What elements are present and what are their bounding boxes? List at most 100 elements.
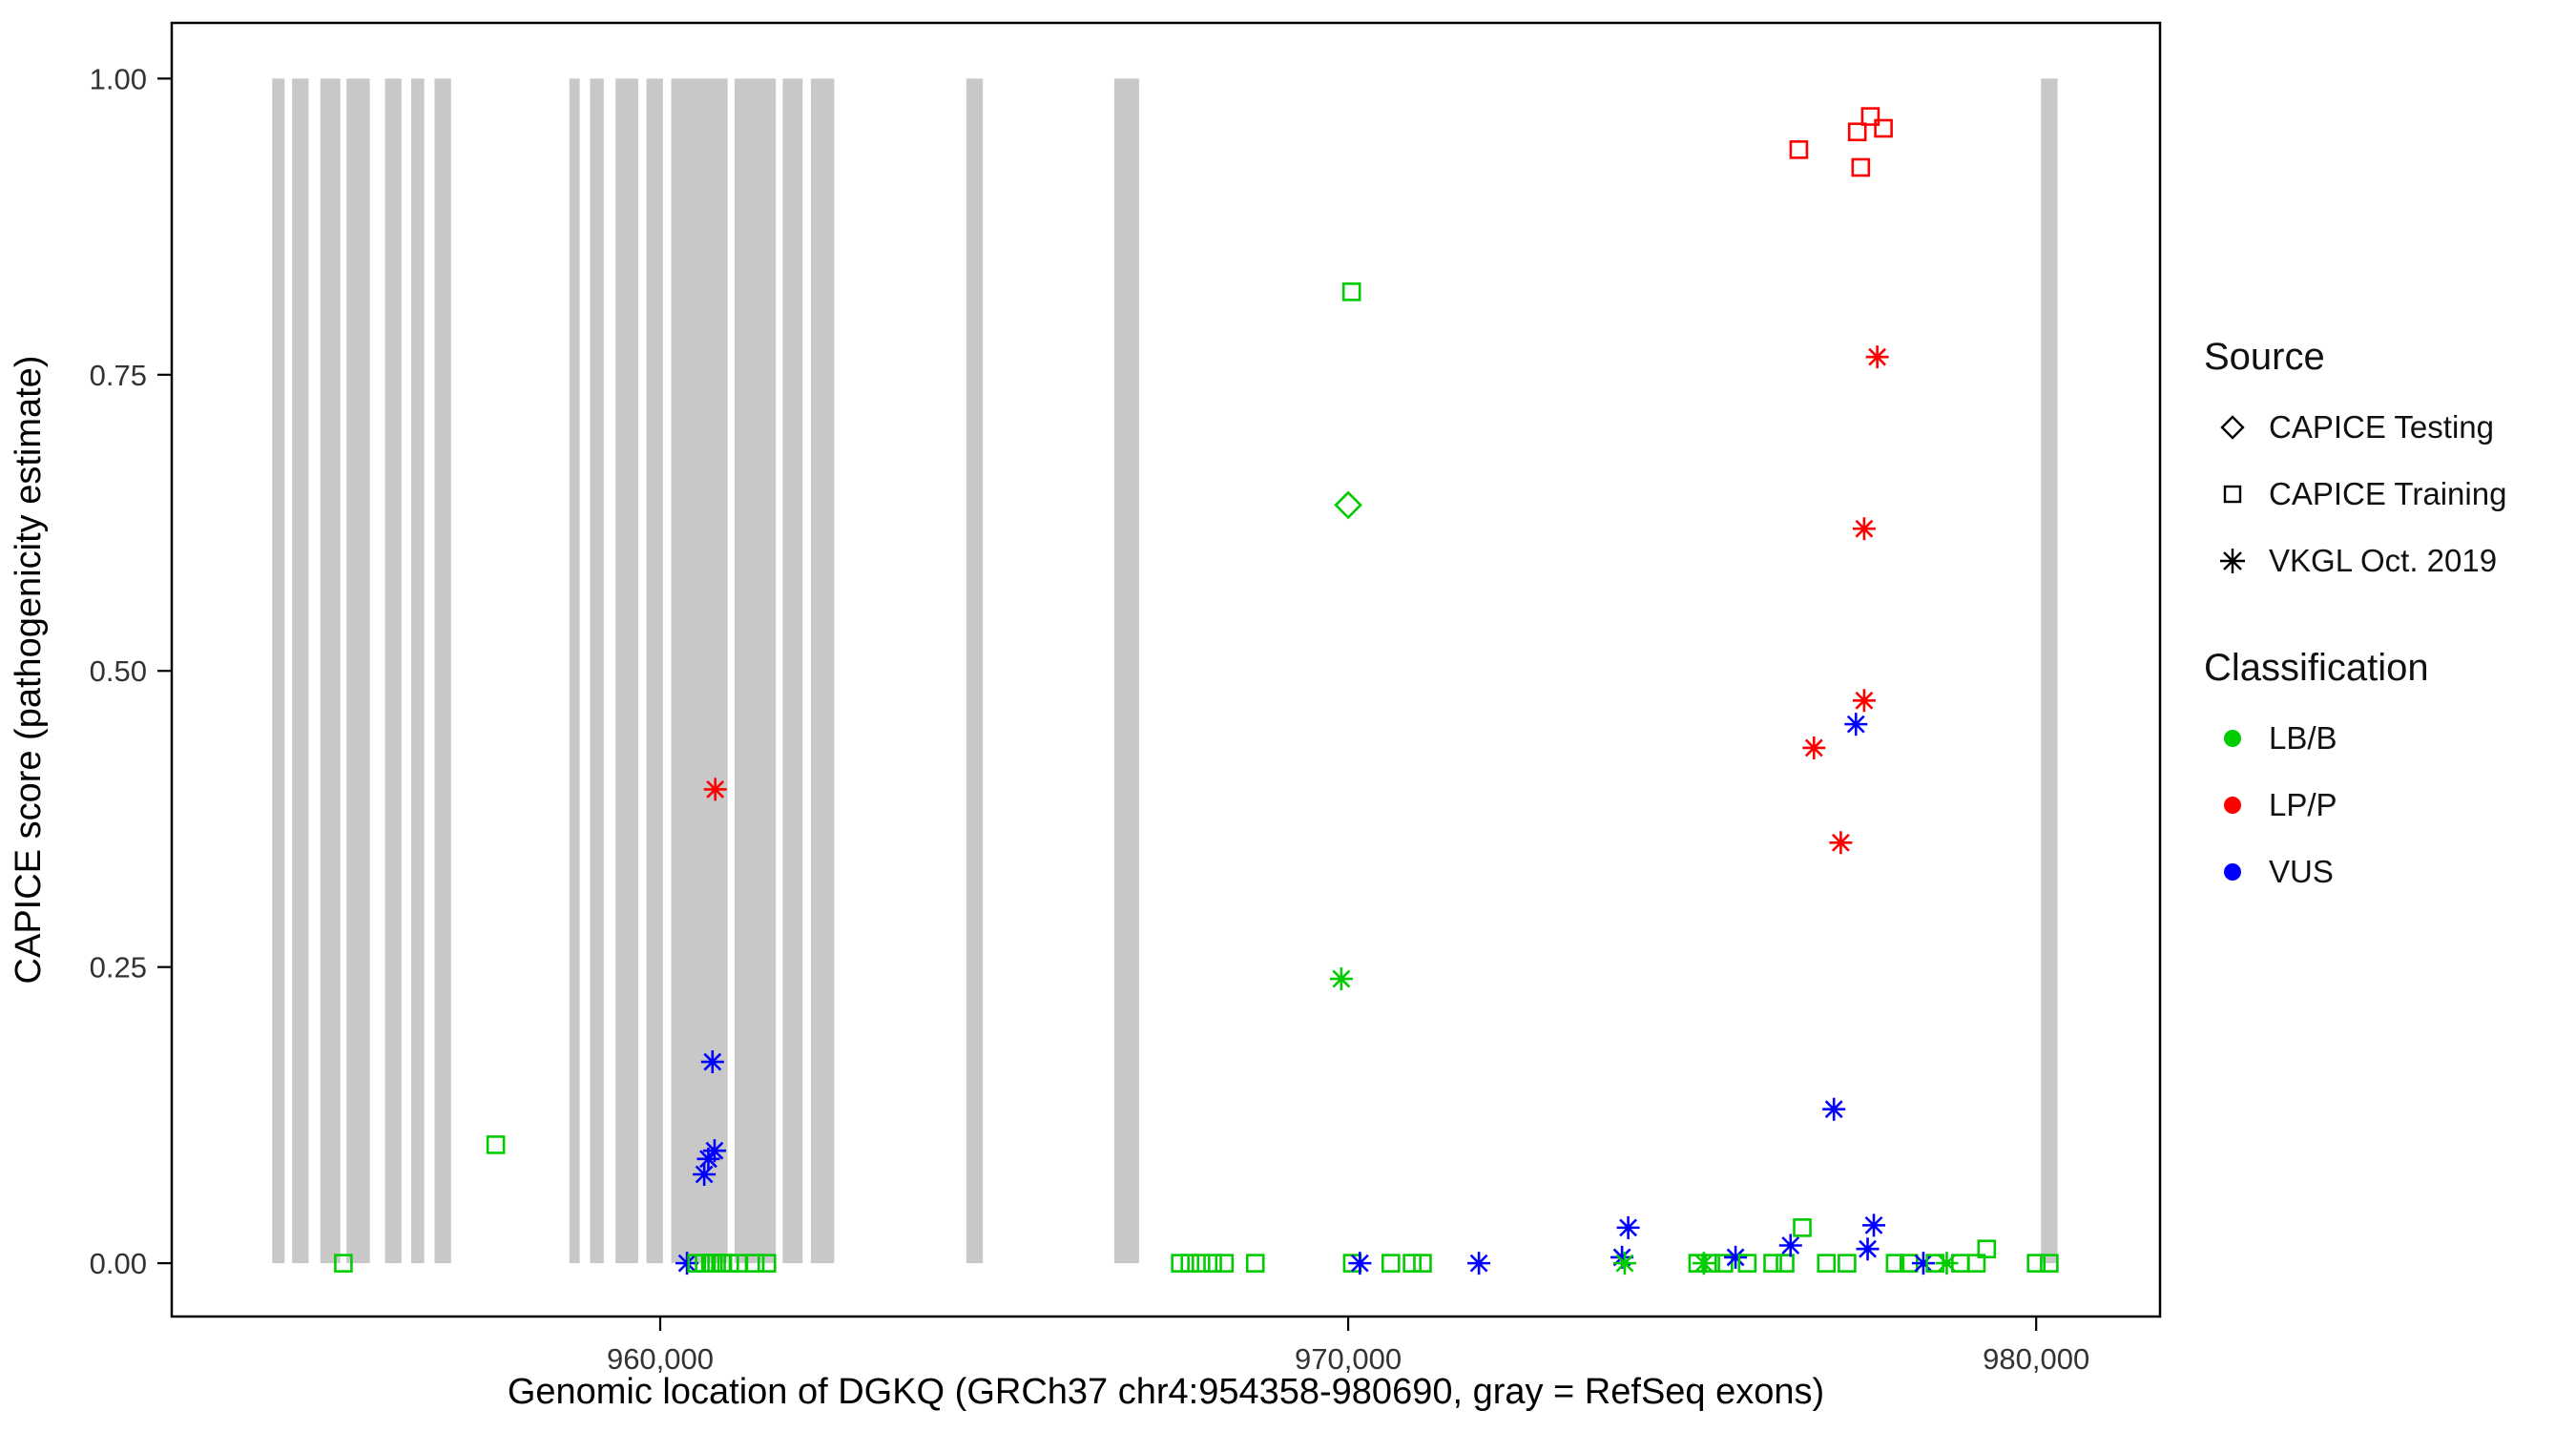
exon-bar bbox=[810, 78, 835, 1264]
exon-bar bbox=[671, 78, 728, 1264]
legend-classification-title: Classification bbox=[2204, 647, 2429, 689]
point-square bbox=[1793, 1218, 1812, 1237]
exon-bar bbox=[272, 78, 285, 1264]
point-square bbox=[334, 1254, 353, 1273]
point-square bbox=[1874, 118, 1893, 138]
point-asterisk bbox=[1778, 1234, 1802, 1257]
point-asterisk bbox=[1844, 713, 1868, 736]
exon-bar bbox=[615, 78, 638, 1264]
x-tick-label: 970,000 bbox=[1295, 1342, 1402, 1376]
legend-group-classification: Classification LB/B LP/P VUS bbox=[2204, 647, 2506, 905]
exon-bar bbox=[1113, 78, 1139, 1264]
point-asterisk bbox=[703, 778, 727, 801]
point-asterisk bbox=[1467, 1252, 1491, 1275]
lpp-color-dot bbox=[2224, 797, 2241, 814]
exon-bar bbox=[782, 78, 803, 1264]
square-icon bbox=[2223, 485, 2242, 504]
point-square bbox=[1203, 1254, 1222, 1273]
point-square bbox=[1215, 1254, 1235, 1273]
point-square bbox=[2026, 1254, 2046, 1273]
point-asterisk bbox=[675, 1252, 699, 1275]
vus-color-dot bbox=[2224, 863, 2241, 881]
legend: Source CAPICE Testing CAPICE Training VK… bbox=[2204, 336, 2506, 905]
point-asterisk bbox=[1865, 345, 1889, 369]
point-square bbox=[1714, 1254, 1734, 1273]
legend-group-source: Source CAPICE Testing CAPICE Training VK… bbox=[2204, 336, 2506, 594]
point-asterisk bbox=[693, 1162, 717, 1186]
point-square bbox=[757, 1254, 777, 1273]
y-tick-label: 0.25 bbox=[90, 951, 147, 985]
legend-item-capice-training: CAPICE Training bbox=[2204, 461, 2506, 528]
legend-item-label: LP/P bbox=[2269, 787, 2337, 822]
point-square bbox=[1838, 1254, 1857, 1273]
point-asterisk bbox=[1911, 1252, 1935, 1275]
point-square bbox=[1171, 1254, 1190, 1273]
point-asterisk bbox=[1802, 736, 1826, 759]
point-square bbox=[1245, 1254, 1265, 1273]
exon-bar bbox=[966, 78, 984, 1264]
point-square bbox=[1885, 1254, 1905, 1273]
exon-bar bbox=[2041, 78, 2058, 1264]
x-axis-title: Genomic location of DGKQ (GRCh37 chr4:95… bbox=[507, 1372, 1825, 1412]
point-square bbox=[1966, 1254, 1986, 1273]
y-tick-label: 0.00 bbox=[90, 1247, 147, 1280]
point-square bbox=[1701, 1254, 1720, 1273]
point-square bbox=[1737, 1254, 1757, 1273]
lbb-color-dot bbox=[2224, 730, 2241, 747]
exon-bar bbox=[292, 78, 309, 1264]
asterisk-icon bbox=[2220, 549, 2245, 573]
point-square bbox=[1341, 282, 1361, 301]
exon-bar bbox=[346, 78, 370, 1264]
point-asterisk bbox=[1935, 1252, 1959, 1275]
y-tick-label: 0.50 bbox=[90, 654, 147, 688]
legend-item-label: CAPICE Training bbox=[2269, 476, 2507, 511]
point-square bbox=[2040, 1254, 2059, 1273]
point-square bbox=[1180, 1254, 1200, 1273]
legend-item-label: VUS bbox=[2269, 854, 2334, 889]
point-square bbox=[1817, 1254, 1837, 1273]
point-square bbox=[1860, 107, 1880, 126]
point-asterisk bbox=[1862, 1213, 1886, 1237]
y-tick-label: 0.75 bbox=[90, 359, 147, 392]
legend-item-vkgl: VKGL Oct. 2019 bbox=[2204, 528, 2506, 594]
diamond-icon bbox=[2220, 415, 2245, 440]
x-tick-label: 960,000 bbox=[607, 1342, 714, 1376]
point-square bbox=[1763, 1254, 1782, 1273]
point-asterisk bbox=[1822, 1097, 1846, 1121]
exon-bar bbox=[320, 78, 341, 1264]
point-square bbox=[745, 1254, 765, 1273]
legend-item-label: CAPICE Testing bbox=[2269, 409, 2494, 445]
point-asterisk bbox=[702, 1139, 726, 1163]
point-square bbox=[486, 1135, 506, 1154]
panel-border bbox=[170, 21, 2162, 1318]
point-asterisk bbox=[1852, 517, 1876, 541]
point-asterisk bbox=[1856, 1237, 1880, 1261]
point-square bbox=[1977, 1239, 1997, 1259]
point-square bbox=[1191, 1254, 1211, 1273]
point-square bbox=[1789, 140, 1809, 159]
point-asterisk bbox=[1612, 1252, 1636, 1275]
point-diamond bbox=[1334, 490, 1362, 520]
x-tick-label: 980,000 bbox=[1983, 1342, 2089, 1376]
point-square bbox=[1402, 1254, 1422, 1273]
exon-bar bbox=[410, 78, 425, 1264]
point-asterisk bbox=[1724, 1245, 1748, 1269]
legend-item-lbb: LB/B bbox=[2204, 705, 2506, 772]
exon-bar bbox=[646, 78, 663, 1264]
point-asterisk bbox=[1329, 967, 1353, 991]
legend-item-vus: VUS bbox=[2204, 839, 2506, 905]
point-square bbox=[1381, 1254, 1401, 1273]
legend-item-capice-testing: CAPICE Testing bbox=[2204, 394, 2506, 461]
exon-bar bbox=[734, 78, 777, 1264]
legend-item-lpp: LP/P bbox=[2204, 772, 2506, 839]
point-square bbox=[1847, 122, 1867, 142]
exon-bar bbox=[569, 78, 580, 1264]
y-tick-label: 1.00 bbox=[90, 62, 147, 95]
point-square bbox=[1776, 1254, 1795, 1273]
exon-bar bbox=[590, 78, 604, 1264]
legend-item-label: LB/B bbox=[2269, 720, 2337, 756]
point-asterisk bbox=[1829, 831, 1853, 855]
point-asterisk bbox=[1852, 689, 1876, 713]
